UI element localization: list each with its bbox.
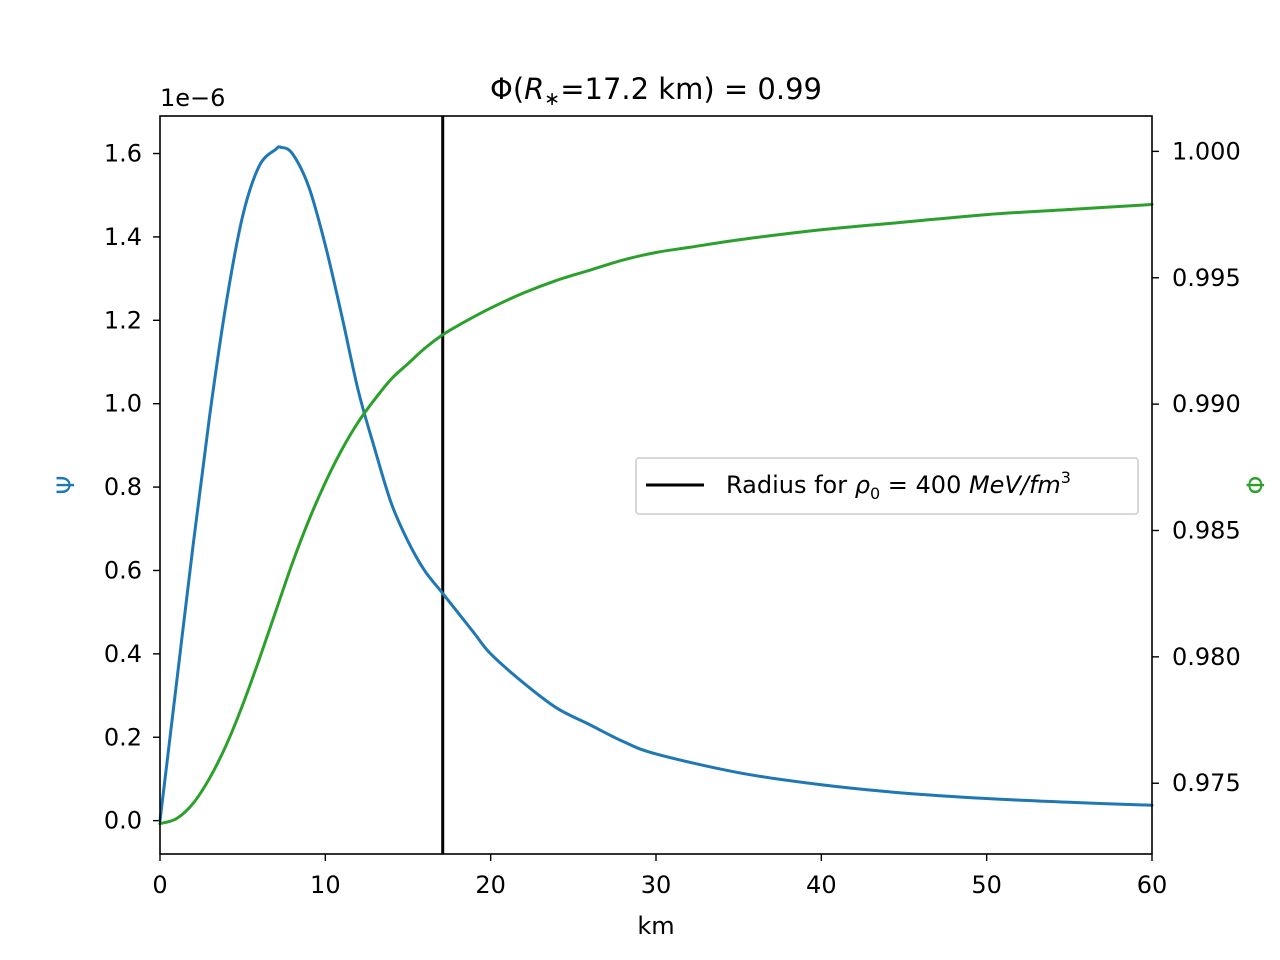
y-right-tick-label: 0.980 bbox=[1172, 643, 1241, 671]
x-tick-label: 0 bbox=[152, 871, 167, 899]
legend: Radius for ρ0 = 400 MeV/fm3 bbox=[635, 457, 1139, 515]
y-right-tick-label: 0.975 bbox=[1172, 769, 1241, 797]
x-axis-label: km bbox=[637, 912, 674, 940]
chart-title: Φ(R∗=17.2 km) = 0.99 bbox=[490, 72, 822, 110]
x-tick-label: 60 bbox=[1137, 871, 1168, 899]
y-right-tick-label: 1.000 bbox=[1172, 137, 1241, 165]
y-right-tick-label: 0.990 bbox=[1172, 390, 1241, 418]
psi-series-line bbox=[158, 145, 1154, 823]
y-right-axis-label: Φ bbox=[1242, 476, 1270, 495]
y-left-tick-label: 0.0 bbox=[104, 807, 142, 835]
x-tick-label: 50 bbox=[971, 871, 1002, 899]
y-right-tick-label: 0.995 bbox=[1172, 264, 1241, 292]
legend-label: Radius for ρ0 = 400 MeV/fm3 bbox=[726, 468, 1071, 503]
x-tick-label: 20 bbox=[475, 871, 506, 899]
y-left-tick-label: 1.6 bbox=[104, 140, 142, 168]
x-tick-label: 30 bbox=[641, 871, 672, 899]
axes-frame bbox=[159, 115, 1153, 855]
y-left-tick-label: 1.2 bbox=[104, 306, 142, 334]
phi-series-line bbox=[158, 202, 1154, 826]
y-offset-label: 1e−6 bbox=[160, 84, 225, 112]
y-left-axis-label: Ψ bbox=[52, 476, 80, 495]
y-left-tick-label: 1.4 bbox=[104, 223, 142, 251]
legend-box bbox=[635, 457, 1139, 515]
axis-ticks: 0 10 20 30 40 50 60 0.0 0.2 0.4 0.6 0.8 1.0 1.2 1.4 1.6… bbox=[104, 137, 1241, 899]
y-left-tick-label: 1.0 bbox=[104, 390, 142, 418]
y-left-tick-label: 0.2 bbox=[104, 723, 142, 751]
y-left-tick-label: 0.8 bbox=[104, 473, 142, 501]
y-left-tick-label: 0.4 bbox=[104, 640, 142, 668]
y-left-tick-label: 0.6 bbox=[104, 556, 142, 584]
y-right-tick-label: 0.985 bbox=[1172, 516, 1241, 544]
x-tick-label: 40 bbox=[806, 871, 837, 899]
x-tick-label: 10 bbox=[310, 871, 341, 899]
plot-area bbox=[158, 116, 1154, 854]
